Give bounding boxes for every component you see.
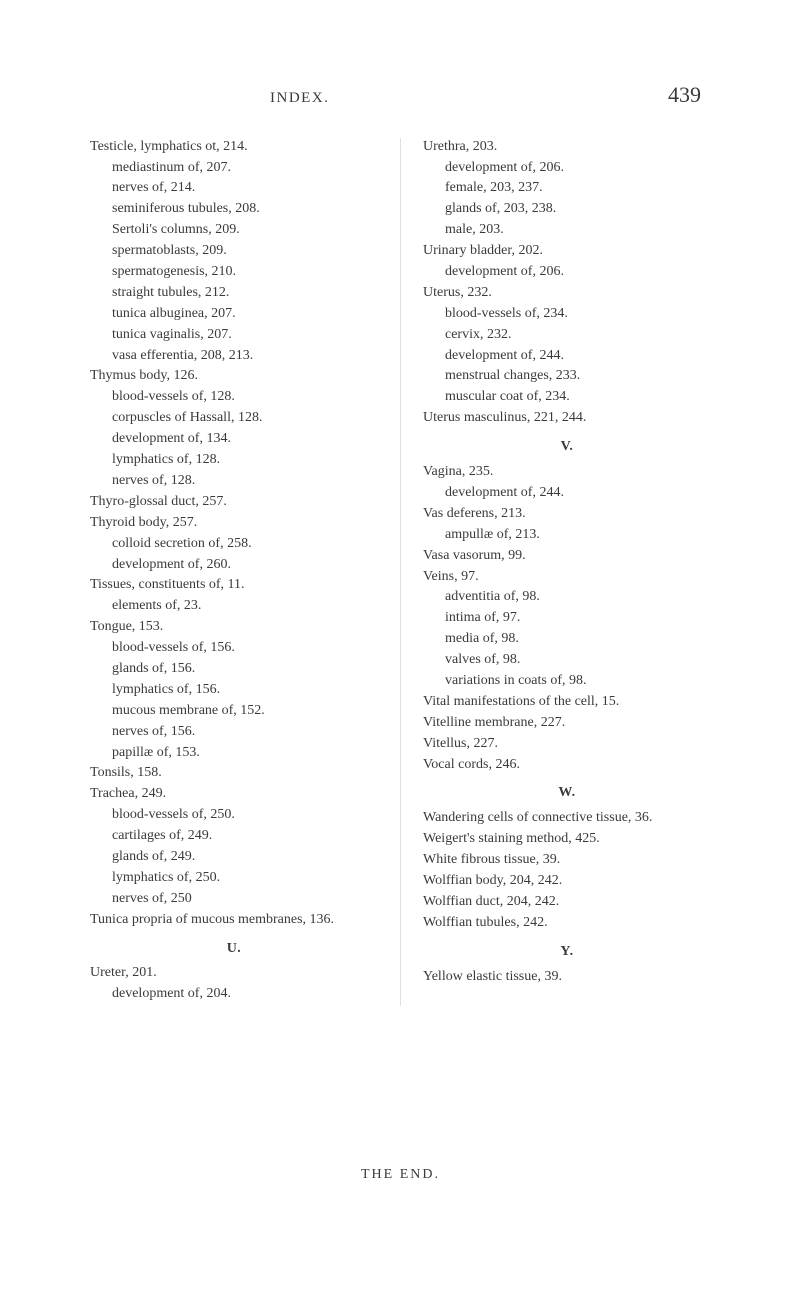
index-entry: cervix, 232. [423,326,711,345]
section-letter: W. [423,784,711,803]
index-entry: muscular coat of, 234. [423,388,711,407]
index-entry: nerves of, 156. [90,723,378,742]
right-column: Urethra, 203.development of, 206.female,… [423,138,711,1007]
index-entry: Trachea, 249. [90,785,378,804]
index-entry: elements of, 23. [90,597,378,616]
index-entry: development of, 260. [90,556,378,575]
section-letter: Y. [423,943,711,962]
index-entry: lymphatics of, 156. [90,681,378,700]
index-entry: Uterus masculinus, 221, 244. [423,409,711,428]
index-entry: media of, 98. [423,630,711,649]
index-entry: blood-vessels of, 156. [90,639,378,658]
index-entry: papillæ of, 153. [90,744,378,763]
index-entry: nerves of, 250 [90,890,378,909]
index-entry: spermatogenesis, 210. [90,263,378,282]
index-entry: glands of, 203, 238. [423,200,711,219]
index-entry: development of, 206. [423,159,711,178]
index-entry: blood-vessels of, 128. [90,388,378,407]
index-entry: mediastinum of, 207. [90,159,378,178]
index-entry: tunica albuginea, 207. [90,305,378,324]
index-entry: female, 203, 237. [423,179,711,198]
index-entry: Tissues, constituents of, 11. [90,576,378,595]
index-entry: Yellow elastic tissue, 39. [423,968,711,987]
index-entry: development of, 244. [423,484,711,503]
index-entry: Ureter, 201. [90,964,378,983]
left-column: Testicle, lymphatics ot, 214. mediastinum… [90,138,378,1007]
index-entry: spermatoblasts, 209. [90,242,378,261]
index-entry: Veins, 97. [423,568,711,587]
index-entry: glands of, 249. [90,848,378,867]
index-entry: Thymus body, 126. [90,367,378,386]
index-entry: Wandering cells of connective tissue, 36… [423,809,711,828]
index-entry: intima of, 97. [423,609,711,628]
index-entry: valves of, 98. [423,651,711,670]
index-columns: Testicle, lymphatics ot, 214. mediastinum… [90,138,711,1007]
index-entry: Uterus, 232. [423,284,711,303]
index-entry: Wolffian tubules, 242. [423,914,711,933]
index-entry: seminiferous tubules, 208. [90,200,378,219]
index-entry: Tonsils, 158. [90,764,378,783]
index-entry: blood-vessels of, 234. [423,305,711,324]
index-entry: Urinary bladder, 202. [423,242,711,261]
index-entry: lymphatics of, 128. [90,451,378,470]
index-entry: cartilages of, 249. [90,827,378,846]
index-entry: Vocal cords, 246. [423,756,711,775]
index-entry: vasa efferentia, 208, 213. [90,347,378,366]
page-number: 439 [668,80,701,110]
index-entry: Urethra, 203. [423,138,711,157]
index-entry: tunica vaginalis, 207. [90,326,378,345]
index-entry: colloid secretion of, 258. [90,535,378,554]
index-entry: Thyroid body, 257. [90,514,378,533]
index-entry: Vas deferens, 213. [423,505,711,524]
index-entry: development of, 204. [90,985,378,1004]
index-entry: corpuscles of Hassall, 128. [90,409,378,428]
section-letter: V. [423,438,711,457]
index-entry: Thyro-glossal duct, 257. [90,493,378,512]
column-divider [400,138,401,1007]
index-entry: mucous membrane of, 152. [90,702,378,721]
index-entry: development of, 134. [90,430,378,449]
index-entry: Tongue, 153. [90,618,378,637]
index-entry: development of, 244. [423,347,711,366]
index-entry: White fibrous tissue, 39. [423,851,711,870]
index-entry: glands of, 156. [90,660,378,679]
index-entry: nerves of, 128. [90,472,378,491]
index-entry: straight tubules, 212. [90,284,378,303]
index-entry: nerves of, 214. [90,179,378,198]
section-letter: U. [90,940,378,959]
index-entry: Wolffian duct, 204, 242. [423,893,711,912]
index-entry: Testicle, lymphatics ot, 214. [90,138,378,157]
index-entry: Vitellus, 227. [423,735,711,754]
index-entry: blood-vessels of, 250. [90,806,378,825]
index-entry: development of, 206. [423,263,711,282]
index-entry: Vasa vasorum, 99. [423,547,711,566]
index-entry: Wolffian body, 204, 242. [423,872,711,891]
index-entry: Vital manifestations of the cell, 15. [423,693,711,712]
page-header: INDEX. 439 [90,80,711,110]
index-entry: menstrual changes, 233. [423,367,711,386]
index-entry: Sertoli's columns, 209. [90,221,378,240]
index-entry: male, 203. [423,221,711,240]
index-entry: variations in coats of, 98. [423,672,711,691]
index-entry: Vitelline membrane, 227. [423,714,711,733]
index-entry: Tunica propria of mucous membranes, 136. [90,911,378,930]
index-entry: adventitia of, 98. [423,588,711,607]
index-entry: Weigert's staining method, 425. [423,830,711,849]
index-entry: ampullæ of, 213. [423,526,711,545]
index-entry: Vagina, 235. [423,463,711,482]
index-entry: lymphatics of, 250. [90,869,378,888]
index-title: INDEX. [270,88,329,108]
the-end: THE END. [90,1166,711,1185]
